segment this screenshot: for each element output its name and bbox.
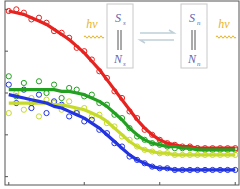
photon-wave	[216, 36, 236, 39]
x-tick	[159, 182, 160, 185]
x-tick	[84, 182, 85, 185]
x-tick	[8, 182, 9, 185]
chart: hνSsNsSnNnhν	[0, 0, 240, 189]
data-point	[21, 80, 26, 85]
data-point	[36, 114, 41, 119]
data-point	[36, 79, 41, 84]
x-tick	[235, 182, 236, 185]
annotation: S	[115, 11, 121, 25]
data-point	[67, 114, 72, 119]
data-point	[59, 95, 64, 100]
inset-box	[107, 4, 133, 68]
annotation-sub: n	[197, 19, 201, 27]
y-tick	[5, 93, 8, 94]
data-point	[44, 110, 49, 115]
data-point	[6, 110, 11, 115]
inset-box	[181, 4, 207, 68]
y-tick	[5, 134, 8, 135]
fit-line	[9, 90, 235, 150]
data-point	[21, 107, 26, 112]
data-point	[6, 82, 11, 87]
annotation-sub: s	[123, 60, 126, 68]
bond	[192, 30, 193, 50]
y-tick	[5, 176, 8, 177]
data-point	[29, 105, 34, 110]
fit-line	[9, 95, 235, 170]
photon-wave	[84, 36, 104, 39]
annotation: hν	[218, 17, 230, 31]
annotation-sub: s	[123, 19, 126, 27]
data-point	[67, 99, 72, 104]
bond	[195, 30, 196, 50]
annotation: N	[187, 52, 197, 66]
y-tick	[5, 51, 8, 52]
equilibrium-arrow	[140, 30, 174, 33]
annotation: N	[113, 52, 123, 66]
annotation: S	[189, 11, 195, 25]
data-point	[51, 82, 56, 87]
data-point	[6, 74, 11, 79]
plot-frame	[5, 1, 239, 185]
data-point	[36, 92, 41, 97]
bond	[121, 30, 122, 50]
equilibrium-arrow	[140, 40, 174, 43]
annotation-sub: n	[197, 60, 201, 68]
annotation: hν	[86, 17, 98, 31]
bond	[118, 30, 119, 50]
